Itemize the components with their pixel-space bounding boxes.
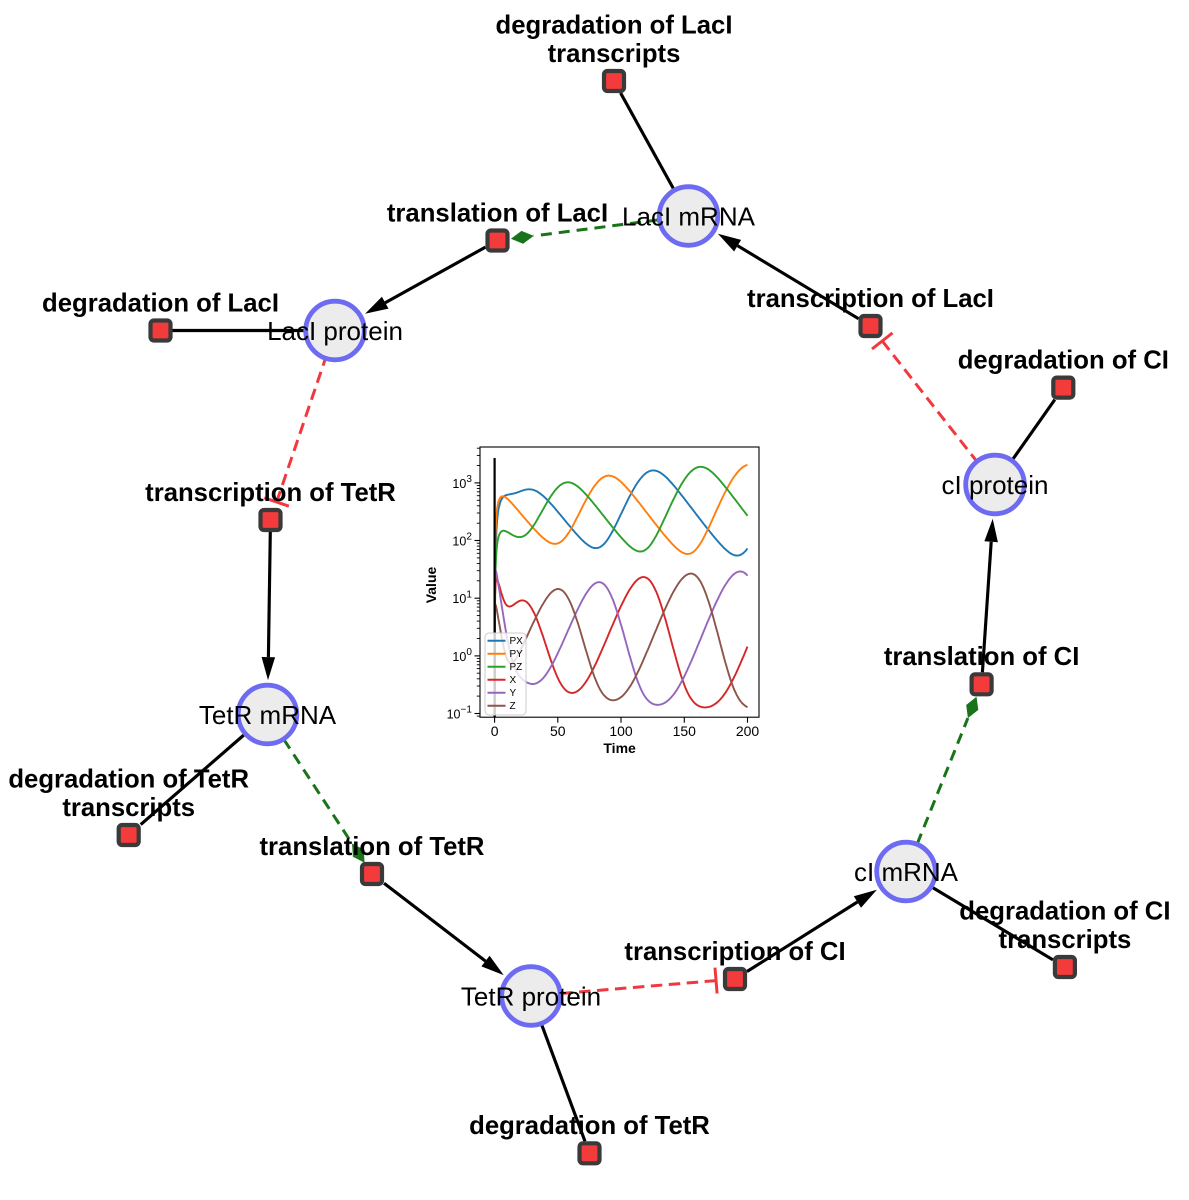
svg-text:150: 150 (673, 723, 697, 739)
svg-text:Z: Z (510, 701, 516, 712)
svg-text:degradation of LacI: degradation of LacI (42, 289, 279, 317)
svg-text:200: 200 (736, 723, 760, 739)
svg-text:transcripts: transcripts (548, 40, 681, 68)
svg-text:transcription of CI: transcription of CI (624, 938, 845, 966)
svg-text:cI protein: cI protein (942, 470, 1049, 500)
svg-text:degradation of CI: degradation of CI (958, 346, 1169, 374)
svg-text:PZ: PZ (510, 662, 523, 673)
svg-text:degradation of TetR: degradation of TetR (469, 1112, 710, 1140)
svg-text:PY: PY (510, 649, 524, 660)
svg-text:100: 100 (609, 723, 633, 739)
svg-text:transcripts: transcripts (62, 794, 195, 822)
svg-text:degradation of CI: degradation of CI (959, 898, 1170, 926)
svg-text:TetR protein: TetR protein (461, 982, 601, 1012)
svg-text:translation of TetR: translation of TetR (259, 833, 484, 861)
svg-text:Y: Y (510, 688, 517, 699)
svg-text:degradation of LacI: degradation of LacI (496, 12, 733, 40)
svg-text:Value: Value (423, 567, 439, 604)
svg-text:50: 50 (550, 723, 566, 739)
svg-text:degradation of TetR: degradation of TetR (8, 766, 249, 794)
svg-text:transcription of LacI: transcription of LacI (747, 285, 994, 313)
svg-text:TetR mRNA: TetR mRNA (199, 700, 337, 730)
svg-text:LacI mRNA: LacI mRNA (622, 202, 756, 232)
svg-text:translation of CI: translation of CI (884, 643, 1080, 671)
svg-text:translation of LacI: translation of LacI (387, 199, 608, 227)
svg-text:Time: Time (603, 740, 636, 756)
svg-text:transcripts: transcripts (999, 926, 1132, 954)
svg-text:X: X (510, 675, 517, 686)
svg-text:PX: PX (510, 636, 524, 647)
svg-text:transcription of TetR: transcription of TetR (145, 479, 396, 507)
svg-text:cI mRNA: cI mRNA (854, 857, 959, 887)
svg-text:LacI protein: LacI protein (267, 316, 403, 346)
svg-text:0: 0 (491, 723, 499, 739)
